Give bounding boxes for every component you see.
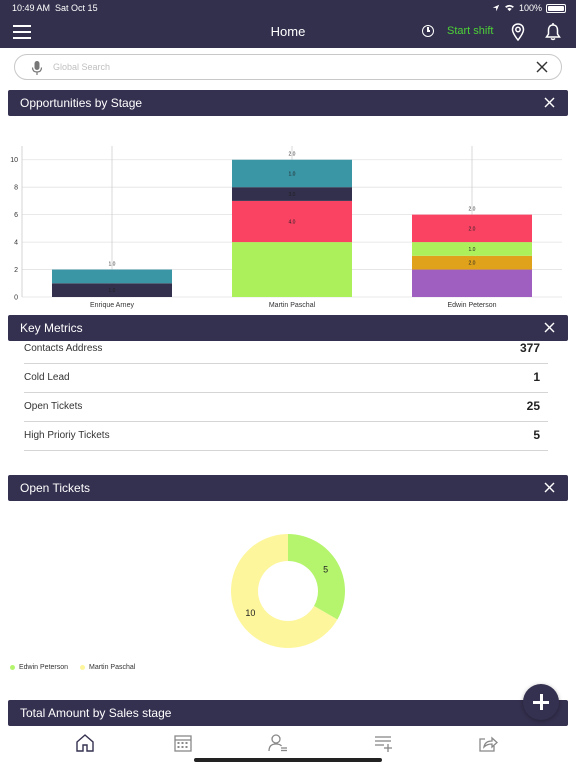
- bar-segment: [52, 269, 172, 284]
- section-title: Total Amount by Sales stage: [20, 706, 172, 720]
- slice-value-label: 5: [323, 564, 328, 574]
- metric-label: High Prioriy Tickets: [24, 430, 110, 441]
- section-title: Key Metrics: [20, 321, 83, 335]
- donut-slice: [288, 534, 345, 620]
- y-tick-label: 2: [14, 267, 18, 274]
- navbar: Home Start shift: [0, 16, 576, 48]
- y-tick-label: 6: [14, 212, 18, 219]
- opportunities-bar-chart: 0 2 4 6 8 10 1.0 1.0 Enrique Arney 4.0 3.0 1.0 2.0 Ma…: [10, 146, 562, 309]
- home-icon[interactable]: [74, 732, 96, 754]
- y-tick-label: 10: [10, 157, 18, 164]
- bar-segment: [412, 242, 532, 256]
- bar-segment: [232, 187, 352, 201]
- bell-icon[interactable]: [543, 22, 563, 42]
- segment-label: 1.0: [289, 171, 296, 177]
- x-category-label: Edwin Peterson: [447, 302, 496, 309]
- home-indicator: [194, 758, 382, 762]
- add-button[interactable]: [523, 684, 559, 720]
- y-tick-label: 0: [14, 295, 18, 302]
- section-title: Open Tickets: [20, 481, 91, 495]
- legend-label: Edwin Peterson: [19, 664, 69, 671]
- calendar-icon[interactable]: [172, 732, 194, 754]
- status-time: 10:49 AM Sat Oct 15: [12, 3, 98, 13]
- segment-label: 3.0: [289, 192, 296, 198]
- bar-segment: [412, 214, 532, 243]
- y-tick-label: 4: [14, 240, 18, 247]
- bar-top-label: 1.0: [109, 262, 116, 268]
- total-amount-section-header: Total Amount by Sales stage: [8, 700, 568, 726]
- status-right: 100%: [492, 3, 566, 13]
- slice-value-label: 10: [245, 608, 255, 618]
- donut-legend: Edwin Peterson Martin Paschal: [10, 664, 135, 671]
- share-icon[interactable]: [477, 732, 499, 754]
- key-metrics-section-header: Key Metrics: [8, 315, 568, 341]
- bar-segment: [412, 255, 532, 270]
- metric-row[interactable]: High Prioriy Tickets 5: [24, 422, 548, 451]
- list-add-icon[interactable]: [372, 732, 394, 754]
- close-icon[interactable]: [543, 321, 556, 334]
- status-bar: 10:49 AM Sat Oct 15 100%: [0, 0, 576, 16]
- metric-label: Cold Lead: [24, 372, 70, 383]
- microphone-icon[interactable]: [30, 60, 44, 76]
- location-arrow-icon: [492, 4, 500, 12]
- menu-icon[interactable]: [13, 25, 31, 39]
- bar-segment: [412, 269, 532, 297]
- start-shift-button[interactable]: Start shift: [447, 25, 494, 37]
- metric-label: Contacts Address: [24, 343, 103, 354]
- legend-item: Martin Paschal: [80, 664, 135, 671]
- bar-top-label: 2.0: [469, 207, 476, 213]
- metric-value: 5: [533, 428, 540, 442]
- bar-top-label: 2.0: [289, 152, 296, 158]
- metric-value: 1: [533, 370, 540, 384]
- x-category-label: Enrique Arney: [90, 302, 134, 309]
- legend-swatch: [10, 665, 15, 670]
- segment-label: 2.0: [469, 261, 476, 267]
- bar-segment: [232, 242, 352, 297]
- x-category-label: Martin Paschal: [269, 302, 316, 309]
- search-input[interactable]: [53, 60, 513, 74]
- location-pin-icon[interactable]: [508, 22, 528, 42]
- donut-slice: [231, 534, 338, 648]
- section-title: Opportunities by Stage: [20, 96, 143, 110]
- global-search-bar: [14, 54, 562, 80]
- bar-segment: [52, 283, 172, 297]
- close-icon[interactable]: [535, 60, 549, 74]
- clock-icon[interactable]: [422, 25, 434, 37]
- legend-label: Martin Paschal: [89, 664, 136, 671]
- bar-segment: [232, 159, 352, 188]
- segment-label: 4.0: [289, 220, 296, 226]
- open-tickets-section-header: Open Tickets: [8, 475, 568, 501]
- metric-row[interactable]: Contacts Address 377: [24, 335, 548, 364]
- segment-label: 1.0: [109, 288, 116, 294]
- wifi-icon: [505, 4, 514, 12]
- segment-label: 1.0: [469, 247, 476, 253]
- open-tickets-donut-chart: 5 10: [231, 534, 345, 648]
- metric-label: Open Tickets: [24, 401, 83, 412]
- y-tick-label: 8: [14, 185, 18, 192]
- bar-segment: [232, 200, 352, 243]
- legend-item: Edwin Peterson: [10, 664, 68, 671]
- metric-row[interactable]: Open Tickets 25: [24, 393, 548, 422]
- metric-value: 25: [526, 399, 540, 413]
- battery-percent: 100%: [518, 3, 542, 13]
- contacts-icon[interactable]: [267, 732, 289, 754]
- battery-icon: [546, 3, 566, 13]
- segment-label: 2.0: [469, 226, 476, 232]
- legend-swatch: [80, 665, 86, 670]
- metric-value: 377: [519, 341, 540, 355]
- metric-row[interactable]: Cold Lead 1: [24, 364, 548, 393]
- opportunities-section-header: Opportunities by Stage: [8, 90, 568, 116]
- close-icon[interactable]: [543, 481, 556, 494]
- close-icon[interactable]: [543, 96, 556, 109]
